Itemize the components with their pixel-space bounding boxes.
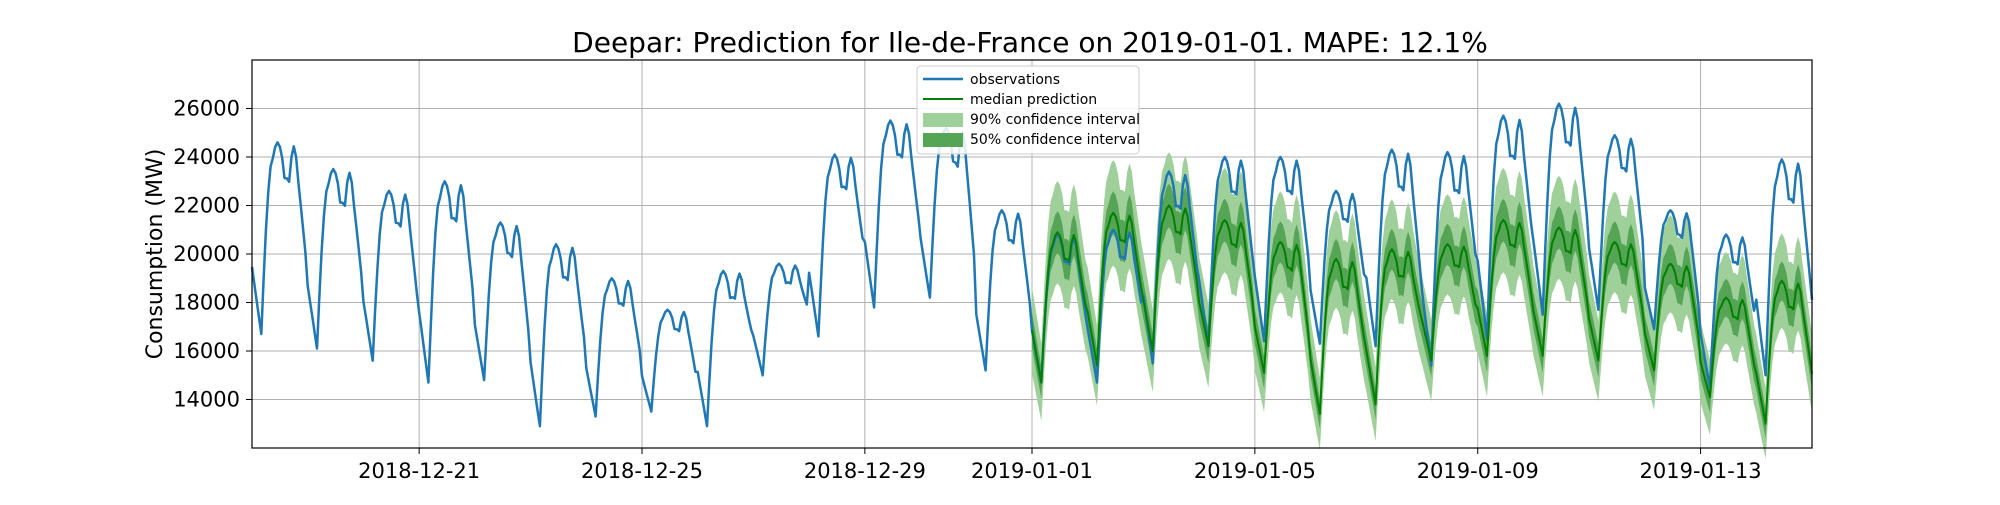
legend-label-observations: observations	[970, 72, 1060, 88]
x-tick-label: 2018-12-21	[358, 459, 480, 483]
legend-label-median-prediction: median prediction	[970, 92, 1097, 108]
y-tick-label: 14000	[173, 388, 240, 412]
x-tick-label: 2019-01-01	[971, 459, 1093, 483]
y-tick-label: 16000	[173, 339, 240, 363]
legend: observations median prediction 90% confi…	[916, 65, 1140, 155]
y-axis-label: Consumption (MW)	[143, 149, 168, 360]
legend-label-50-ci: 50% confidence interval	[970, 132, 1140, 148]
y-tick-label: 24000	[173, 145, 240, 169]
y-tick-label: 26000	[173, 97, 240, 121]
x-tick-label: 2018-12-25	[581, 459, 703, 483]
legend-swatch-50-ci	[923, 133, 963, 147]
tick-layer: 2018-12-21 2018-12-25 2018-12-29 2019-01-01…	[173, 97, 1761, 484]
legend-label-90-ci: 90% confidence interval	[970, 112, 1140, 128]
y-tick-label: 22000	[173, 194, 240, 218]
median-prediction-line	[1031, 204, 1813, 425]
legend-frame	[916, 65, 1140, 155]
y-tick-label: 20000	[173, 242, 240, 266]
x-tick-label: 2018-12-29	[804, 459, 926, 483]
plot-layer	[250, 102, 1814, 460]
x-tick-label: 2019-01-05	[1194, 459, 1316, 483]
chart-title: Deepar: Prediction for Ile-de-France on …	[572, 26, 1488, 59]
legend-swatch-90-ci	[923, 113, 963, 127]
x-tick-label: 2019-01-13	[1640, 459, 1762, 483]
x-tick-label: 2019-01-09	[1417, 459, 1539, 483]
y-tick-label: 18000	[173, 291, 240, 315]
